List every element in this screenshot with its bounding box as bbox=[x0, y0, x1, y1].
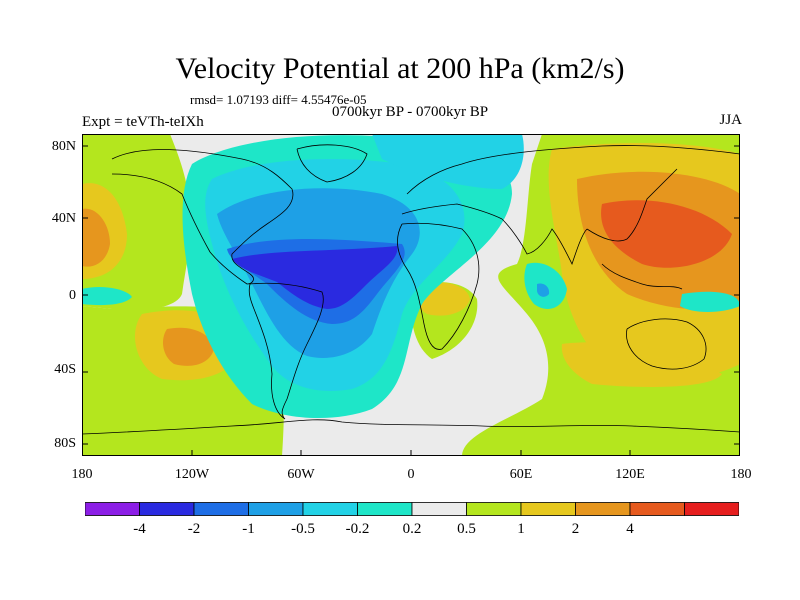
colorbar-box bbox=[575, 502, 631, 516]
map-tick-marks bbox=[82, 145, 740, 456]
colorbar-box bbox=[248, 502, 304, 516]
y-tick-label: 0 bbox=[69, 288, 76, 303]
positive-core-south-pacific-inner bbox=[162, 327, 214, 366]
coast-greenland bbox=[296, 144, 368, 183]
colorbar-box bbox=[684, 502, 739, 516]
y-tick-label: 40S bbox=[54, 362, 76, 377]
coast-australia bbox=[626, 318, 707, 370]
period-label: 0700kyr BP - 0700kyr BP bbox=[331, 104, 489, 120]
colorbar-box bbox=[193, 502, 249, 516]
coast-north-america bbox=[111, 149, 294, 285]
colorbar-box bbox=[520, 502, 576, 516]
negative-region-north-atlantic bbox=[372, 134, 524, 189]
colorbar-box bbox=[629, 502, 685, 516]
x-tick-label: 120E bbox=[615, 467, 645, 482]
season-label: JJA bbox=[719, 112, 742, 128]
colorbar-box bbox=[302, 502, 358, 516]
positive-core-asia-red bbox=[601, 200, 732, 268]
x-tick-label: 60W bbox=[287, 467, 315, 482]
x-tick-label: 0 bbox=[407, 467, 415, 482]
coast-antarctica bbox=[82, 419, 740, 435]
colorbar-label: -0.2 bbox=[345, 521, 370, 537]
positive-core-south-indian bbox=[561, 342, 722, 387]
x-tick-label: 120W bbox=[174, 467, 210, 482]
x-tick-label: 60E bbox=[509, 467, 533, 482]
negative-cell-central-pacific bbox=[82, 286, 132, 306]
colorbar-label: -1 bbox=[242, 521, 255, 537]
colorbar-label: 1 bbox=[517, 521, 525, 537]
colorbar-label: -4 bbox=[133, 521, 146, 537]
y-tick-label: 40N bbox=[51, 211, 76, 226]
positive-core-west-pacific-inner bbox=[82, 208, 110, 267]
stats-line: rmsd= 1.07193 diff= 4.55476e-05 bbox=[190, 92, 367, 107]
colorbar-label: 0.2 bbox=[402, 521, 422, 537]
negative-cell-indian-ocean-inner bbox=[537, 283, 550, 297]
colorbar-label: -2 bbox=[187, 521, 201, 537]
colorbar-label: -0.5 bbox=[291, 521, 315, 537]
colorbar bbox=[85, 502, 739, 516]
coast-arabia-india bbox=[501, 218, 588, 266]
colorbar-box bbox=[357, 502, 413, 516]
x-tick-label: 180 bbox=[730, 467, 752, 482]
coast-europe-south bbox=[401, 203, 503, 220]
colorbar-label: 0.5 bbox=[457, 521, 476, 537]
colorbar-box bbox=[411, 502, 467, 516]
colorbar-box bbox=[466, 502, 522, 516]
coast-europe-asia bbox=[406, 145, 740, 195]
colorbar-label: 4 bbox=[626, 521, 634, 537]
negative-core-atlantic-dark-blue bbox=[232, 246, 398, 309]
colorbar-box bbox=[139, 502, 195, 516]
x-tick-label: 180 bbox=[71, 467, 93, 482]
coast-southeast-asia bbox=[601, 263, 683, 290]
chart-title: Velocity Potential at 200 hPa (km2/s) bbox=[175, 52, 625, 85]
velocity-potential-map bbox=[82, 134, 740, 456]
colorbar-label: 2 bbox=[571, 521, 580, 537]
experiment-label: Expt = teVTh-teIXh bbox=[82, 114, 204, 130]
coastlines bbox=[82, 144, 740, 435]
y-tick-label: 80S bbox=[54, 436, 76, 451]
colorbar-box bbox=[85, 502, 140, 516]
colorbar-boxes bbox=[85, 502, 739, 516]
coast-africa bbox=[397, 222, 480, 350]
negative-cell-east-pacific bbox=[680, 291, 740, 312]
coast-east-asia bbox=[586, 168, 678, 242]
coast-south-america bbox=[248, 282, 324, 420]
y-tick-label: 80N bbox=[51, 139, 76, 154]
